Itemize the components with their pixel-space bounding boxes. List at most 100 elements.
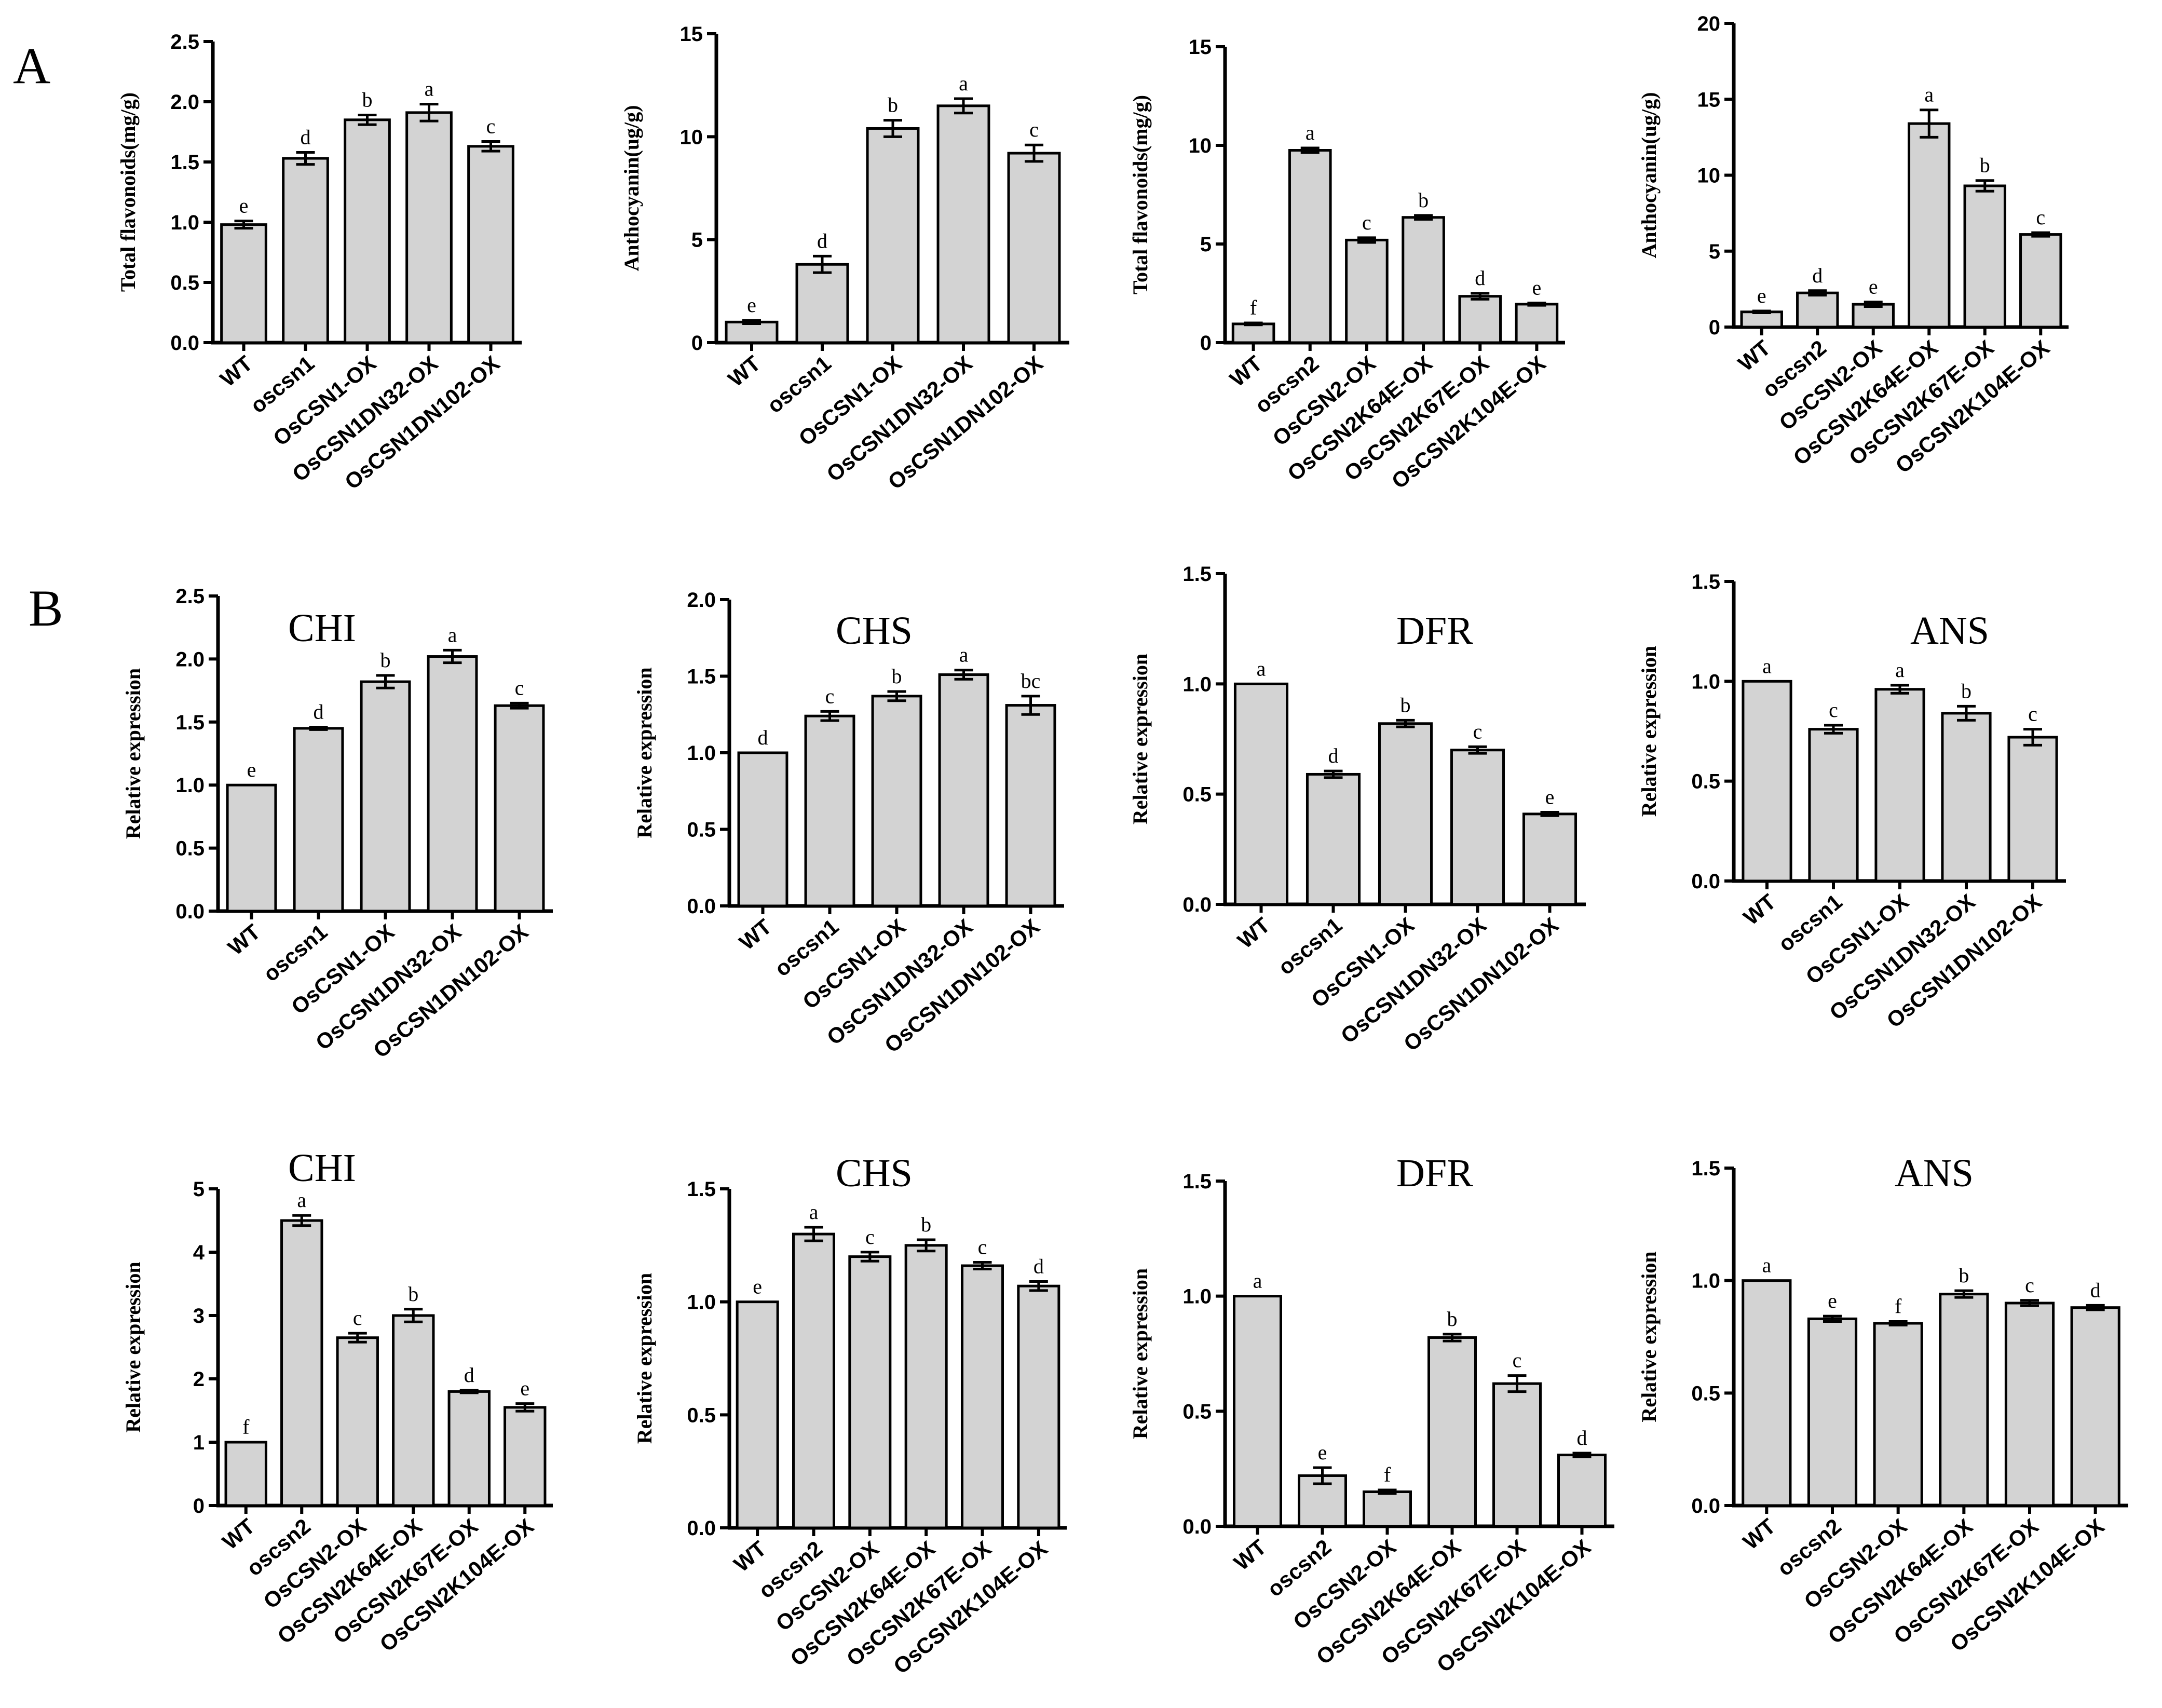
bar-WT — [1233, 682, 1289, 906]
significance-letter: a — [1762, 654, 1772, 677]
y-tick-label: 0.0 — [175, 900, 205, 923]
bar-OsCSN2-OX — [336, 1336, 379, 1507]
panel-label-a: A — [13, 37, 50, 94]
y-tick-label: 0.5 — [687, 1404, 716, 1427]
significance-letter: f — [1895, 1295, 1902, 1318]
significance-letter: a — [959, 72, 968, 95]
bar-OsCSN1-OX — [866, 127, 920, 344]
x-tick-label: WT — [1233, 913, 1274, 953]
bar-OsCSN2K104E-OX — [2070, 1306, 2120, 1507]
significance-letter: a — [425, 77, 434, 101]
x-tick-label: WT — [729, 1536, 771, 1577]
bar-OsCSN1DN102-OX — [2007, 736, 2058, 883]
bar-OsCSN1DN102-OX — [1005, 704, 1056, 907]
y-tick-label: 5 — [193, 1178, 205, 1201]
bar-OsCSN2K67E-OX — [961, 1264, 1004, 1529]
significance-letter: d — [464, 1363, 474, 1387]
significance-letter: c — [825, 684, 835, 708]
significance-letter: e — [1869, 275, 1878, 299]
bar-oscsn1 — [1808, 728, 1859, 883]
bar-oscsn1 — [293, 727, 344, 913]
significance-letter: a — [297, 1188, 306, 1212]
significance-letter: d — [758, 726, 768, 749]
bar-OsCSN2K64E-OX — [1939, 1293, 1989, 1507]
significance-letter: a — [1924, 83, 1934, 106]
significance-letter: c — [2036, 206, 2045, 229]
significance-letter: b — [888, 93, 898, 117]
significance-letter: d — [2090, 1278, 2101, 1302]
bar-OsCSN2-OX — [1345, 238, 1389, 344]
bar-OsCSN1-OX — [1874, 688, 1925, 883]
significance-letter: c — [1362, 211, 1371, 234]
significance-letter: a — [959, 643, 969, 667]
significance-letter: e — [1757, 284, 1766, 307]
y-tick-label: 0 — [193, 1495, 205, 1517]
bar-OsCSN2K64E-OX — [1427, 1336, 1477, 1528]
significance-letter: c — [1829, 698, 1838, 722]
y-tick-label: 2.0 — [170, 91, 199, 114]
chart-title: CHS — [836, 1151, 913, 1195]
bar-OsCSN1DN32-OX — [1941, 712, 1992, 883]
bar-OsCSN2K67E-OX — [447, 1390, 491, 1507]
significance-letter: d — [301, 125, 311, 148]
significance-letter: d — [1034, 1254, 1044, 1278]
y-tick-label: 0 — [1709, 316, 1720, 339]
y-tick-label: 1.5 — [1182, 1170, 1212, 1193]
bar-OsCSN2K67E-OX — [1492, 1382, 1542, 1528]
bar-OsCSN2K64E-OX — [1402, 216, 1445, 344]
y-tick-label: 0.5 — [1182, 783, 1212, 806]
bar-OsCSN1DN102-OX — [467, 145, 514, 344]
y-tick-label: 0.5 — [1691, 770, 1720, 793]
significance-letter: f — [1384, 1463, 1391, 1486]
bar-oscsn2 — [1807, 1317, 1858, 1507]
y-axis-label: Total flavonoids(mg/g) — [116, 92, 140, 292]
chart-title: ANS — [1895, 1151, 1974, 1195]
y-tick-label: 20 — [1697, 12, 1721, 35]
y-tick-label: 0.5 — [687, 819, 716, 842]
y-tick-label: 0.5 — [1182, 1400, 1212, 1423]
bar-WT — [736, 1300, 779, 1529]
bar-OsCSN1-OX — [360, 680, 411, 913]
significance-letter: e — [747, 293, 756, 317]
significance-letter: d — [1475, 266, 1485, 290]
x-tick-label: WT — [215, 351, 257, 391]
bar-WT — [1740, 310, 1783, 329]
significance-letter: b — [1418, 188, 1429, 212]
bar-WT — [220, 223, 267, 344]
y-tick-label: 1.5 — [1691, 571, 1720, 593]
significance-letter: c — [515, 676, 524, 699]
significance-letter: a — [448, 623, 457, 646]
bar-oscsn2 — [280, 1219, 323, 1507]
bar-WT — [224, 1441, 267, 1507]
bar-OsCSN2K67E-OX — [2004, 1302, 2055, 1507]
significance-letter: c — [865, 1225, 875, 1249]
significance-letter: a — [1306, 121, 1315, 144]
y-tick-label: 1 — [193, 1431, 205, 1454]
y-axis-label: Relative expression — [1637, 646, 1661, 817]
chart-title: DFR — [1396, 1151, 1473, 1195]
significance-letter: f — [242, 1415, 250, 1439]
x-tick-label: WT — [1225, 351, 1267, 391]
y-tick-label: 10 — [680, 126, 703, 148]
significance-letter: d — [817, 229, 827, 252]
y-tick-label: 10 — [1697, 165, 1721, 187]
significance-letter: bc — [1021, 669, 1041, 693]
y-tick-label: 4 — [193, 1241, 205, 1264]
significance-letter: a — [1257, 657, 1266, 680]
y-tick-label: 1.0 — [175, 774, 205, 797]
significance-letter: a — [1253, 1269, 1262, 1293]
bar-oscsn2 — [1288, 149, 1332, 344]
x-tick-label: WT — [223, 919, 265, 960]
significance-letter: a — [1762, 1254, 1771, 1277]
chart-title: DFR — [1396, 609, 1473, 653]
y-tick-label: 3 — [193, 1305, 205, 1327]
significance-letter: a — [1895, 658, 1905, 682]
y-tick-label: 5 — [1709, 240, 1720, 263]
significance-letter: b — [408, 1282, 418, 1306]
y-tick-label: 2 — [193, 1368, 205, 1391]
bar-OsCSN2K104E-OX — [1017, 1284, 1060, 1529]
